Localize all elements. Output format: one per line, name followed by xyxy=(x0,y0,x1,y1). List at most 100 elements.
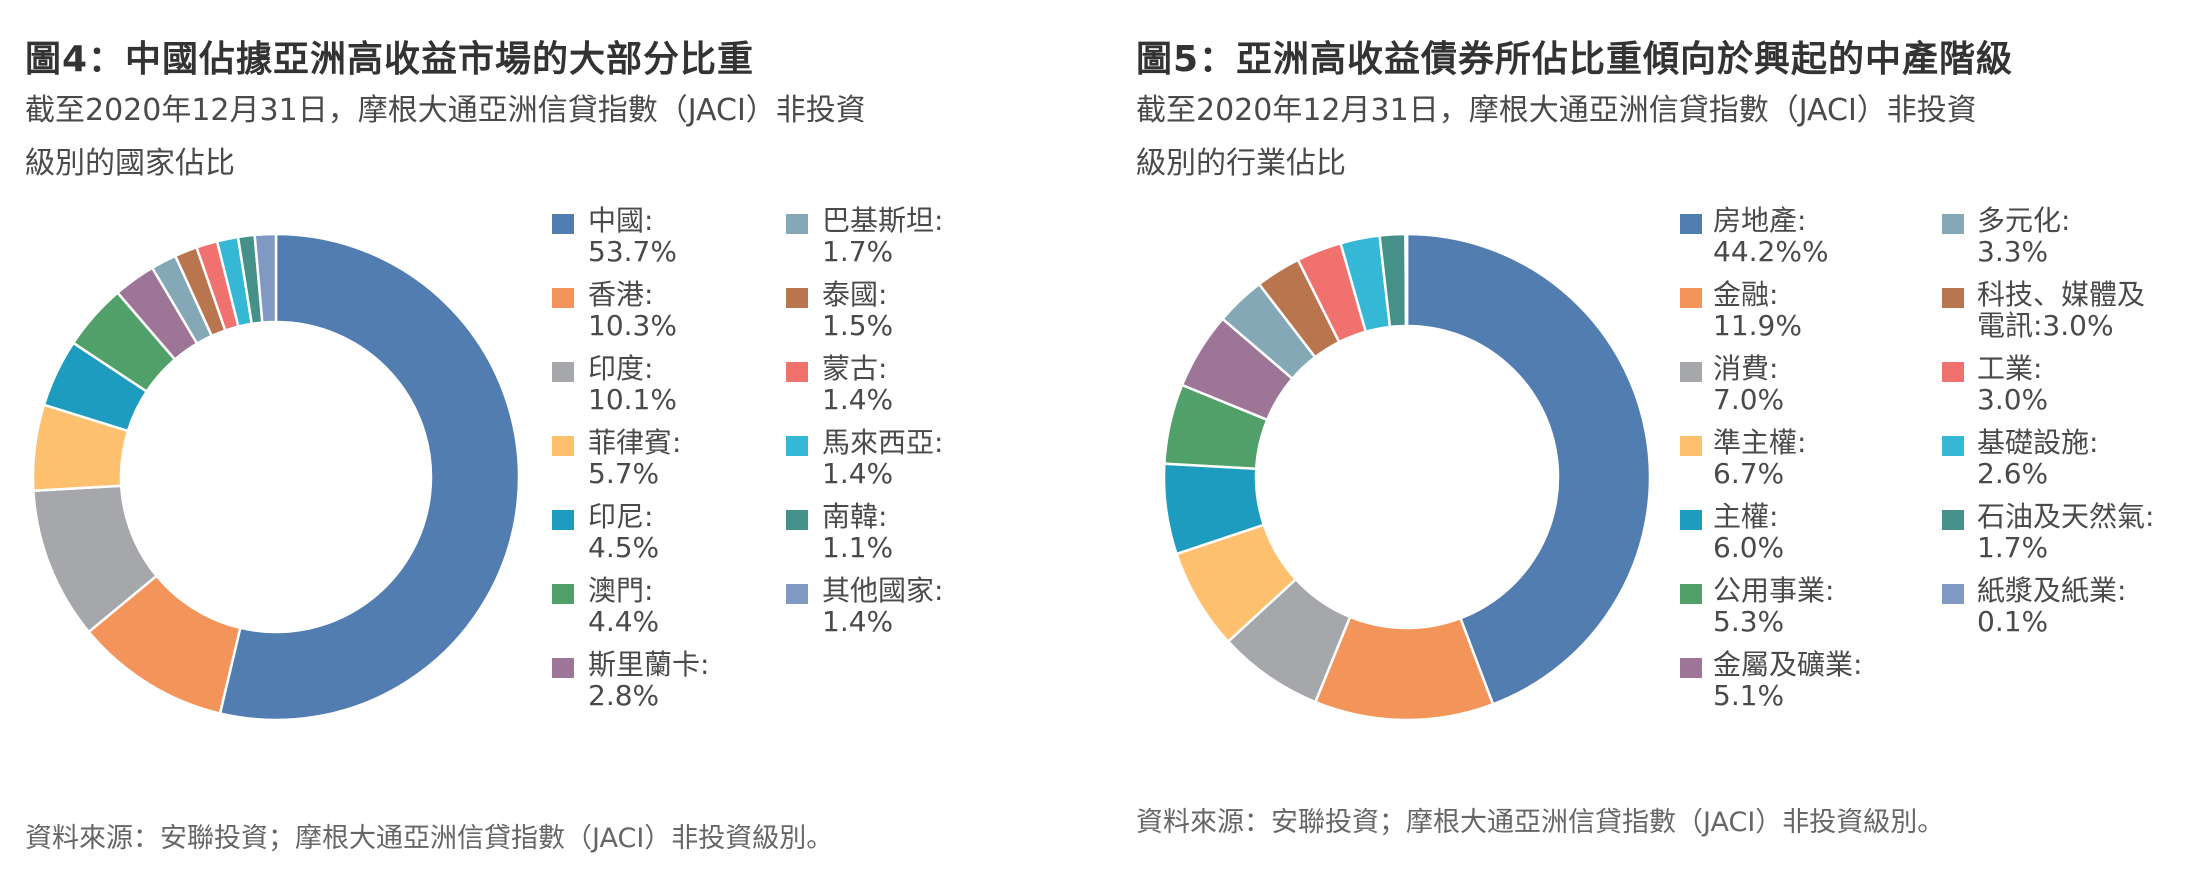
legend-swatch xyxy=(786,436,808,456)
legend-label: 巴基斯坦: xyxy=(822,204,944,237)
legend-value: 2.6% xyxy=(1977,457,2049,490)
legend-item: 泰國: 1.5% xyxy=(822,279,893,341)
chart2-subtitle: 截至2020年12月31日，摩根大通亞洲信貸指數（JACI）非投資 級別的行業佔… xyxy=(1136,84,1977,190)
legend-item: 多元化: 3.3% xyxy=(1977,205,2070,267)
legend-item: 蒙古: 1.4% xyxy=(822,353,893,415)
legend-swatch xyxy=(786,362,808,382)
legend-label: 房地產: xyxy=(1713,204,1807,237)
legend-item: 主權: 6.0% xyxy=(1713,501,1784,563)
legend-label: 消費: xyxy=(1713,352,1779,385)
legend-item: 斯里蘭卡: 2.8% xyxy=(588,649,709,711)
legend-item: 中國: 53.7% xyxy=(588,205,677,267)
legend-value: 6.0% xyxy=(1713,531,1785,564)
legend-swatch xyxy=(786,510,808,530)
chart1-subtitle-line1: 截至2020年12月31日，摩根大通亞洲信貸指數（JACI）非投資 xyxy=(25,93,866,128)
legend-label: 準主權: xyxy=(1713,426,1807,459)
chart2-source: 資料來源：安聯投資；摩根大通亞洲信貸指數（JACI）非投資級別。 xyxy=(1136,807,1945,838)
legend-swatch xyxy=(1680,658,1702,678)
legend-swatch xyxy=(786,288,808,308)
legend-value: 44.2%% xyxy=(1713,235,1829,268)
legend-swatch xyxy=(552,288,574,308)
legend-value: 10.3% xyxy=(588,309,677,342)
chart1-source: 資料來源：安聯投資；摩根大通亞洲信貸指數（JACI）非投資級別。 xyxy=(25,823,834,854)
legend-value: 4.5% xyxy=(588,531,660,564)
legend-swatch xyxy=(552,658,574,678)
legend-swatch xyxy=(1942,510,1964,530)
chart2-donut xyxy=(1162,232,1652,722)
legend-swatch xyxy=(786,214,808,234)
chart1-subtitle: 截至2020年12月31日，摩根大通亞洲信貸指數（JACI）非投資 級別的國家佔… xyxy=(25,84,866,190)
legend-label: 主權: xyxy=(1713,500,1779,533)
legend-swatch xyxy=(1942,288,1964,308)
legend-value: 4.4% xyxy=(588,605,660,638)
legend-value: 6.7% xyxy=(1713,457,1785,490)
legend-value: 11.9% xyxy=(1713,309,1802,342)
legend-value: 5.7% xyxy=(588,457,660,490)
legend-item: 紙漿及紙業: 0.1% xyxy=(1977,575,2126,637)
legend-item: 南韓: 1.1% xyxy=(822,501,893,563)
legend-label: 菲律賓: xyxy=(588,426,682,459)
legend-swatch xyxy=(1680,510,1702,530)
legend-value: 電訊:3.0% xyxy=(1977,309,2114,342)
legend-label: 金屬及礦業: xyxy=(1713,648,1863,681)
legend-label: 斯里蘭卡: xyxy=(588,648,710,681)
legend-value: 5.3% xyxy=(1713,605,1785,638)
chart2-title: 圖5：亞洲高收益債券所佔比重傾向於興起的中產階級 xyxy=(1136,39,2014,80)
legend-label: 香港: xyxy=(588,278,654,311)
legend-item: 澳門: 4.4% xyxy=(588,575,659,637)
legend-item: 石油及天然氣: 1.7% xyxy=(1977,501,2154,563)
legend-label: 澳門: xyxy=(588,574,654,607)
legend-value: 7.0% xyxy=(1713,383,1785,416)
legend-swatch xyxy=(552,214,574,234)
legend-item: 消費: 7.0% xyxy=(1713,353,1784,415)
legend-value: 1.4% xyxy=(822,383,894,416)
legend-label: 石油及天然氣: xyxy=(1977,500,2155,533)
legend-label: 紙漿及紙業: xyxy=(1977,574,2127,607)
legend-label: 泰國: xyxy=(822,278,888,311)
legend-item: 基礎設施: 2.6% xyxy=(1977,427,2098,489)
legend-label: 印度: xyxy=(588,352,654,385)
legend-value: 1.5% xyxy=(822,309,894,342)
legend-item: 菲律賓: 5.7% xyxy=(588,427,681,489)
legend-swatch xyxy=(1680,214,1702,234)
legend-swatch xyxy=(552,510,574,530)
legend-value: 1.4% xyxy=(822,457,894,490)
legend-value: 1.1% xyxy=(822,531,894,564)
legend-label: 科技、媒體及 xyxy=(1977,278,2146,311)
legend-item: 馬來西亞: 1.4% xyxy=(822,427,943,489)
legend-value: 3.0% xyxy=(1977,383,2049,416)
legend-swatch xyxy=(552,436,574,456)
legend-label: 多元化: xyxy=(1977,204,2071,237)
donut-slice-12 xyxy=(1404,232,1409,328)
legend-item: 科技、媒體及 電訊:3.0% xyxy=(1977,279,2145,341)
legend-value: 2.8% xyxy=(588,679,660,712)
legend-swatch xyxy=(1942,436,1964,456)
legend-item: 印尼: 4.5% xyxy=(588,501,659,563)
legend-item: 金屬及礦業: 5.1% xyxy=(1713,649,1862,711)
legend-swatch xyxy=(1680,436,1702,456)
legend-swatch xyxy=(786,584,808,604)
legend-swatch xyxy=(1680,288,1702,308)
legend-swatch xyxy=(1942,214,1964,234)
legend-value: 1.7% xyxy=(1977,531,2049,564)
legend-label: 南韓: xyxy=(822,500,888,533)
legend-label: 基礎設施: xyxy=(1977,426,2099,459)
legend-label: 其他國家: xyxy=(822,574,944,607)
legend-value: 10.1% xyxy=(588,383,677,416)
legend-item: 金融: 11.9% xyxy=(1713,279,1802,341)
legend-value: 0.1% xyxy=(1977,605,2049,638)
legend-label: 金融: xyxy=(1713,278,1779,311)
legend-label: 工業: xyxy=(1977,352,2043,385)
chart1-donut xyxy=(31,232,521,722)
legend-value: 1.4% xyxy=(822,605,894,638)
legend-swatch xyxy=(1942,584,1964,604)
legend-value: 1.7% xyxy=(822,235,894,268)
legend-swatch xyxy=(1942,362,1964,382)
legend-label: 中國: xyxy=(588,204,654,237)
legend-item: 香港: 10.3% xyxy=(588,279,677,341)
legend-label: 馬來西亞: xyxy=(822,426,944,459)
legend-swatch xyxy=(552,362,574,382)
legend-swatch xyxy=(552,584,574,604)
legend-label: 公用事業: xyxy=(1713,574,1835,607)
legend-value: 53.7% xyxy=(588,235,677,268)
